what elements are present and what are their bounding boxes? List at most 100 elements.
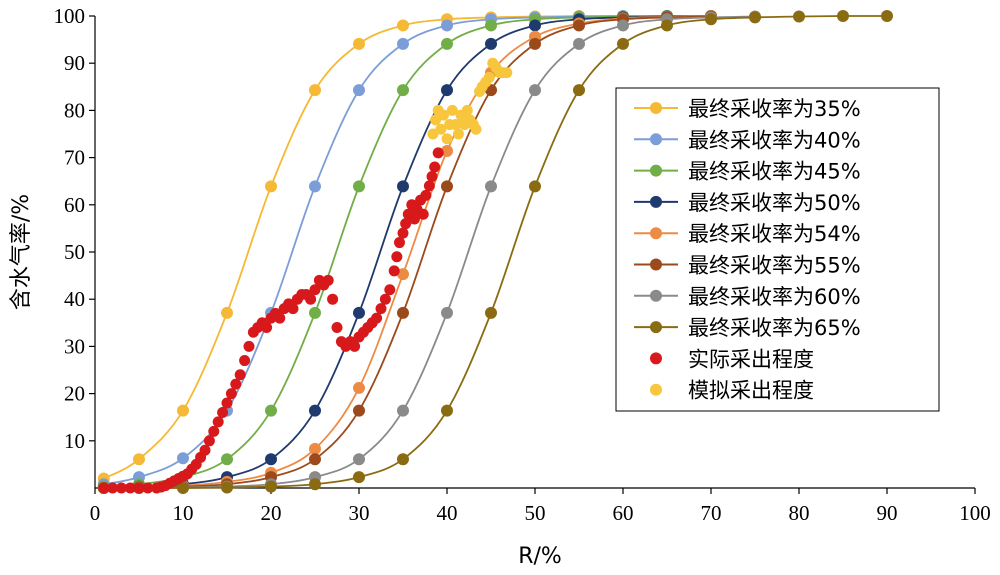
data-point [115,482,127,494]
axes: 0 10 20 30 40 50 60 70 80 90 100 10 20 30 40 50 60 70 80 90… [54,4,991,525]
x-tick-label: 80 [789,501,810,525]
legend-box [615,87,940,412]
data-point [379,293,391,305]
data-point [397,404,409,417]
data-point [261,322,273,334]
data-point [309,442,321,455]
data-point [393,237,405,249]
data-point [793,10,805,23]
data-point [353,84,365,97]
data-point [485,84,497,97]
data-point [450,119,462,131]
data-point [309,478,321,491]
data-point [441,37,453,50]
data-point [397,306,409,319]
data-point [203,435,215,447]
x-tick-label: 20 [261,501,282,525]
data-point [265,480,277,493]
legend-label: 最终采收率为40% [688,128,861,152]
y-tick-label: 50 [64,240,85,264]
y-tick-label: 20 [64,382,85,406]
data-point [309,284,321,296]
data-point [349,340,361,352]
data-point [441,84,453,97]
data-point [371,312,383,324]
data-point [322,274,334,286]
data-point [432,147,444,159]
data-point [397,453,409,466]
data-point [617,19,629,32]
data-point [485,37,497,50]
x-tick-label: 0 [90,501,101,525]
legend-marker [650,195,662,208]
data-point [485,180,497,193]
series-9 [98,147,444,494]
data-point [617,37,629,50]
y-tick-label: 40 [64,287,85,311]
y-tick-label: 100 [54,4,86,28]
data-point [353,453,365,466]
y-tick-label: 90 [64,51,85,75]
data-point [397,19,409,32]
data-point [309,180,321,193]
data-point [441,19,453,32]
data-point [142,482,154,494]
x-tick-label: 100 [959,501,991,525]
data-point [265,453,277,466]
data-point [661,19,673,32]
data-point [437,109,449,121]
data-point [705,13,717,26]
data-point [133,482,145,494]
data-point [397,227,409,239]
data-point [234,369,246,381]
data-point [400,218,412,230]
legend-marker [650,383,662,396]
data-point [133,453,145,466]
legend-label: 最终采收率为65% [688,316,861,340]
data-point [435,123,447,135]
data-point [221,453,233,466]
data-point [221,397,233,409]
series-line [103,15,712,489]
legend-marker [650,102,662,114]
x-tick-label: 70 [701,501,722,525]
data-point [98,482,110,494]
data-point [408,213,420,225]
data-point [353,37,365,50]
data-point [221,306,233,319]
data-point [353,381,365,394]
data-point [397,268,409,281]
data-point [177,404,189,417]
data-point [397,84,409,97]
x-tick-label: 50 [525,501,546,525]
legend-marker [650,164,662,177]
data-point [452,128,464,140]
series-line [103,15,712,488]
data-point [441,144,453,157]
data-point [107,482,119,494]
data-point [573,84,585,97]
y-tick-label: 30 [64,334,85,358]
data-point [208,425,220,437]
legend-label: 最终采收率为35% [688,97,861,121]
data-point [429,161,441,173]
y-tick-label: 60 [64,193,85,217]
y-tick-label: 80 [64,98,85,122]
data-point [309,84,321,97]
data-point [199,444,211,456]
x-tick-label: 90 [877,501,898,525]
legend-label: 最终采收率为50% [688,191,861,215]
data-point [331,322,343,334]
legend-marker [650,258,662,271]
data-point [265,180,277,193]
y-axis-title: 含水气率/% [9,194,34,310]
series-10 [427,57,513,145]
x-tick-label: 60 [613,501,634,525]
data-point [529,84,541,97]
data-point [243,340,255,352]
data-point [388,265,400,277]
data-point [461,104,473,116]
data-point [239,355,251,367]
